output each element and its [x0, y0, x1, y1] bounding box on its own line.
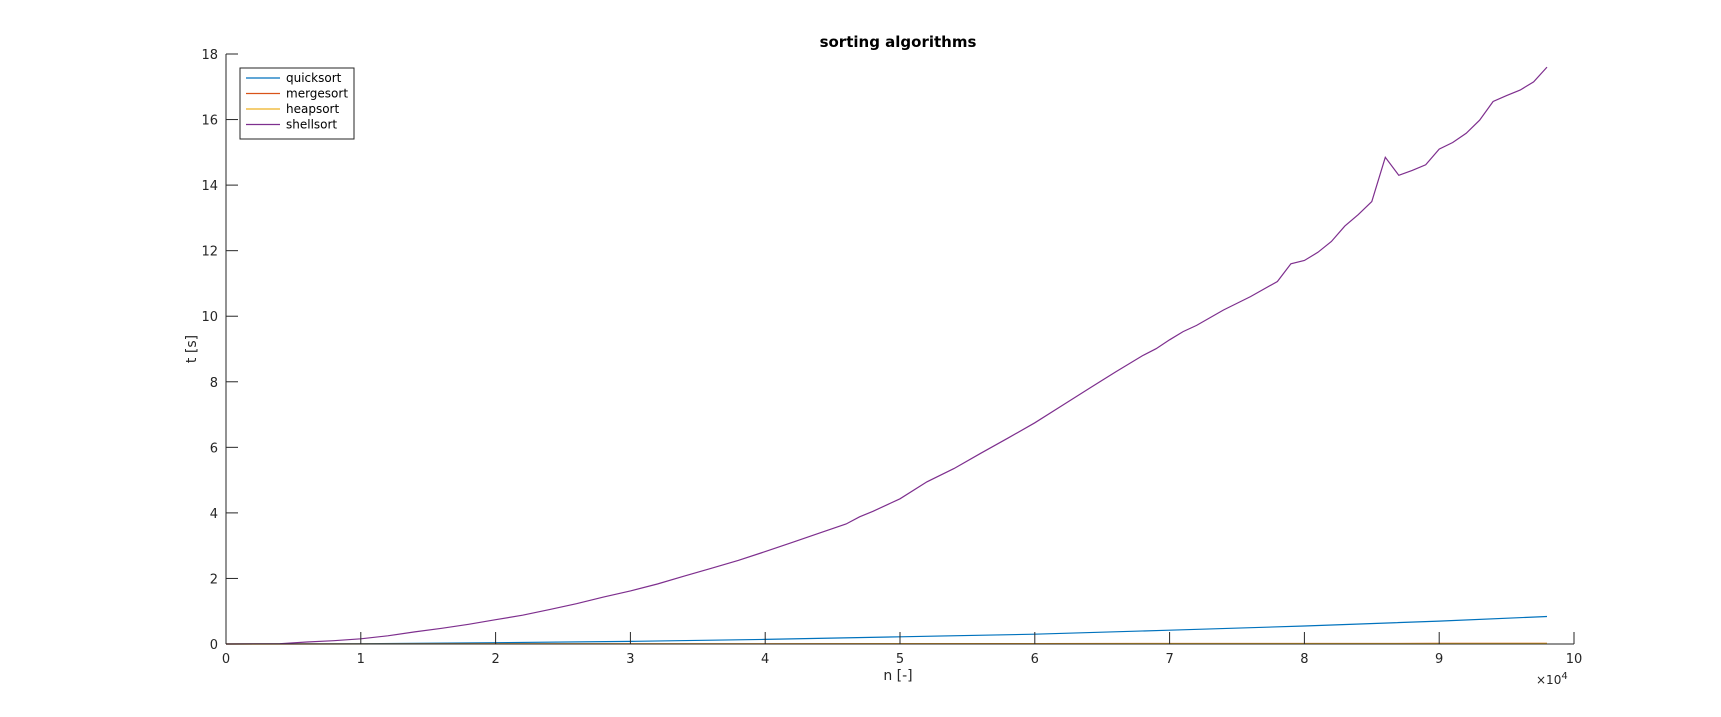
y-axis: 0 2 4 6 8 10 12 14 16 18 — [201, 48, 238, 653]
y-tick-label: 14 — [201, 179, 218, 194]
x-tick-label: 7 — [1165, 652, 1173, 667]
svg-text:×104: ×104 — [1536, 671, 1568, 687]
x-tick-label: 5 — [896, 652, 904, 667]
x-tick-label: 4 — [761, 652, 769, 667]
legend-label: mergesort — [286, 87, 348, 101]
y-tick-label: 4 — [210, 507, 218, 522]
x-tick-label: 1 — [357, 652, 365, 667]
x-tick-label: 3 — [626, 652, 634, 667]
x-tick-label: 10 — [1566, 652, 1583, 667]
y-tick-label: 8 — [210, 376, 218, 391]
x-axis: 0 1 2 3 4 5 6 7 8 9 10 — [222, 632, 1582, 667]
y-tick-label: 18 — [201, 48, 218, 63]
y-tick-label: 2 — [210, 572, 218, 587]
y-tick-label: 12 — [201, 245, 218, 260]
legend-label: quicksort — [286, 71, 342, 85]
chart-title: sorting algorithms — [820, 33, 977, 51]
x-exponent-label: ×104 — [1536, 671, 1568, 687]
y-tick-label: 16 — [201, 114, 218, 129]
x-axis-label: n [-] — [883, 668, 912, 684]
x-exponent-power: 4 — [1561, 671, 1567, 682]
legend-box — [239, 67, 355, 140]
plot-area — [225, 66, 1548, 645]
legend-label: shellsort — [286, 118, 337, 132]
legend-entry-shellsort: shellsort — [246, 118, 337, 132]
legend-entry-mergesort: mergesort — [246, 87, 348, 101]
x-exponent-base: ×10 — [1536, 673, 1561, 687]
y-tick-label: 10 — [201, 310, 218, 325]
y-axis-label: t [s] — [184, 335, 200, 363]
legend-entry-heapsort: heapsort — [246, 102, 339, 116]
legend-label: heapsort — [286, 102, 339, 116]
x-tick-label: 8 — [1300, 652, 1308, 667]
legend-entry-quicksort: quicksort — [246, 71, 342, 85]
y-tick-label: 0 — [210, 638, 218, 653]
series-line-shellsort — [225, 66, 1548, 645]
x-tick-label: 2 — [491, 652, 499, 667]
y-tick-label: 6 — [210, 441, 218, 456]
x-tick-label: 9 — [1435, 652, 1443, 667]
x-tick-label: 0 — [222, 652, 230, 667]
x-tick-label: 6 — [1031, 652, 1039, 667]
